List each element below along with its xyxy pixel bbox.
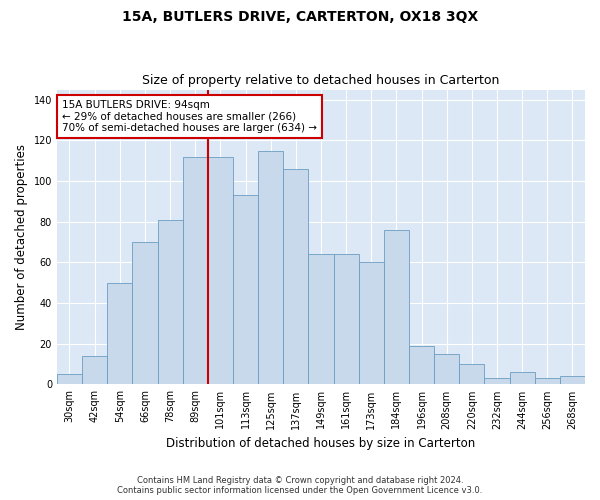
Bar [158,220,182,384]
Bar [434,354,459,384]
Bar [459,364,484,384]
Bar [208,156,233,384]
Bar [107,282,133,384]
Bar [82,356,107,384]
Bar [133,242,158,384]
X-axis label: Distribution of detached houses by size in Carterton: Distribution of detached houses by size … [166,437,476,450]
Text: 15A, BUTLERS DRIVE, CARTERTON, OX18 3QX: 15A, BUTLERS DRIVE, CARTERTON, OX18 3QX [122,10,478,24]
Bar [57,374,82,384]
Bar [535,378,560,384]
Bar [233,196,258,384]
Bar [308,254,334,384]
Bar [359,262,384,384]
Bar [334,254,359,384]
Bar [509,372,535,384]
Bar [409,346,434,385]
Title: Size of property relative to detached houses in Carterton: Size of property relative to detached ho… [142,74,500,87]
Bar [484,378,509,384]
Bar [283,169,308,384]
Bar [384,230,409,384]
Bar [560,376,585,384]
Bar [258,150,283,384]
Text: 15A BUTLERS DRIVE: 94sqm
← 29% of detached houses are smaller (266)
70% of semi-: 15A BUTLERS DRIVE: 94sqm ← 29% of detach… [62,100,317,133]
Y-axis label: Number of detached properties: Number of detached properties [15,144,28,330]
Text: Contains HM Land Registry data © Crown copyright and database right 2024.
Contai: Contains HM Land Registry data © Crown c… [118,476,482,495]
Bar [182,156,208,384]
